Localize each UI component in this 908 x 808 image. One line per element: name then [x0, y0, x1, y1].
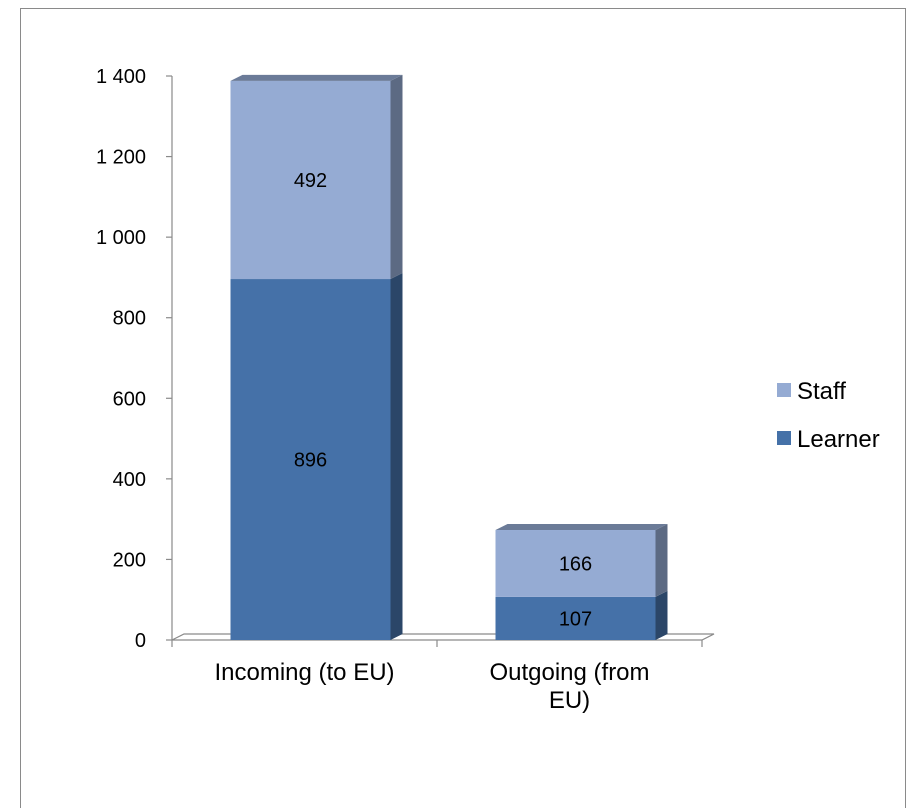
bar-side-learner: [390, 273, 403, 640]
bar-staff: [230, 80, 391, 280]
bar-top-staff: [230, 74, 403, 81]
x-category-label: Outgoing (from EU): [489, 659, 649, 714]
bar-learner: [495, 596, 656, 640]
legend-swatch-staff: [777, 383, 791, 397]
y-tick-label: 1 000: [96, 227, 146, 249]
x-category-label: Incoming (to EU): [214, 659, 394, 686]
bar-side-learner: [655, 590, 668, 640]
y-tick-label: 400: [113, 469, 146, 491]
legend-label-staff: Staff: [797, 378, 846, 405]
y-tick-label: 1 400: [96, 66, 146, 88]
data-label-staff: 166: [559, 553, 592, 575]
y-tick-label: 0: [135, 630, 146, 652]
y-tick-label: 600: [113, 388, 146, 410]
legend-swatch-learner: [777, 431, 791, 445]
bar-side-staff: [390, 74, 403, 280]
chart-frame: [20, 8, 906, 808]
y-tick-label: 800: [113, 308, 146, 330]
y-tick-label: 1 200: [96, 147, 146, 169]
bar-top-staff: [495, 524, 668, 531]
bar-learner: [230, 279, 391, 640]
data-label-learner: 107: [559, 608, 592, 630]
bar-staff: [495, 530, 656, 597]
bar-side-staff: [655, 524, 668, 597]
data-label-staff: 492: [294, 170, 327, 192]
legend-label-learner: Learner: [797, 426, 880, 453]
data-label-learner: 896: [294, 450, 327, 472]
y-tick-label: 200: [113, 549, 146, 571]
